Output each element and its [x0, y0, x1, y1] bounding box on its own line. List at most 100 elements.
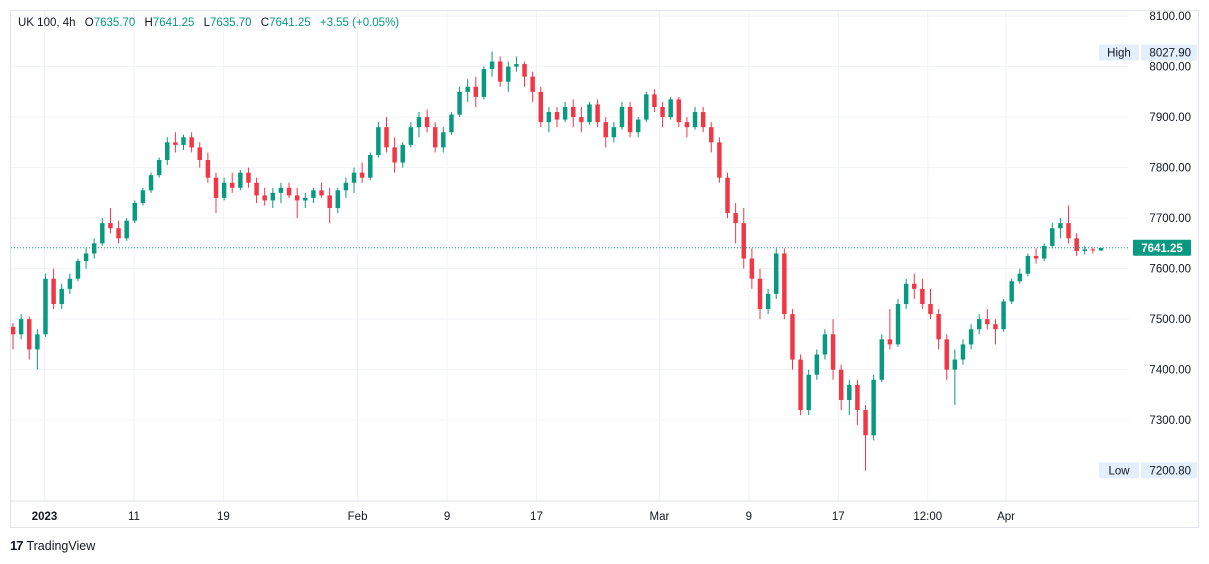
brand-name: TradingView: [26, 538, 96, 553]
candle-body: [871, 379, 876, 436]
candle-body: [408, 127, 414, 145]
candle-body: [684, 122, 690, 128]
candle-body: [441, 132, 446, 148]
time-tick-label: 9: [746, 511, 752, 523]
candle-body: [1033, 256, 1039, 259]
candle-body: [603, 122, 608, 138]
candle-body: [173, 142, 178, 145]
candle-body: [538, 91, 543, 123]
candle-body: [993, 324, 998, 330]
time-tick-label: Mar: [650, 511, 670, 523]
candle-body: [773, 253, 779, 294]
candle-body: [879, 339, 885, 380]
candle-body: [473, 86, 479, 97]
candle-body: [660, 106, 665, 118]
close-value: 7641.25: [269, 17, 311, 29]
candle-body: [343, 182, 349, 191]
candle-body: [627, 106, 633, 133]
candle-body: [481, 69, 487, 97]
candle-body: [806, 374, 811, 411]
candle-body: [579, 117, 584, 123]
candle-body: [952, 359, 958, 370]
close-label: C: [260, 17, 270, 29]
candle-body: [895, 303, 901, 345]
candle-body: [887, 339, 893, 345]
candle-body: [351, 172, 357, 183]
candle-body: [449, 114, 454, 133]
candle-body: [165, 142, 170, 161]
price-tick-label: 7800.00: [1149, 163, 1191, 175]
candle-body: [595, 104, 600, 123]
candle-body: [368, 154, 373, 178]
candle-body: [855, 384, 860, 411]
price-tick-label: 7700.00: [1149, 213, 1191, 225]
candle-body: [765, 293, 771, 310]
candle-body: [116, 228, 121, 239]
candle-body: [822, 334, 828, 355]
candle-body: [238, 172, 243, 188]
candle-body: [976, 319, 982, 330]
candle-body: [571, 106, 576, 118]
high-marker-label-bg: [1099, 44, 1139, 61]
candle-body: [270, 192, 276, 201]
candle-body: [944, 339, 949, 370]
candle-body: [1074, 238, 1079, 251]
candle-body: [757, 278, 763, 310]
candle-body: [262, 195, 267, 201]
time-tick-label: 17: [530, 511, 543, 523]
candle-body: [1001, 301, 1006, 330]
candle-body: [294, 195, 300, 201]
high-low-markers: 7641.25 High 8027.90 Low 7200.80: [1099, 44, 1197, 479]
price-tick-label: 7500.00: [1149, 314, 1191, 326]
candle-body: [100, 223, 105, 244]
candle-body: [611, 127, 617, 138]
candle-body: [327, 195, 332, 209]
candle-body: [254, 182, 259, 196]
candle-body: [790, 314, 795, 360]
candle-body: [83, 253, 89, 262]
candle-body: [43, 278, 48, 335]
time-axis: 2023 11 19 Feb 9 17 Mar 9 17 12:00 Apr: [32, 511, 1015, 523]
low-marker-value-bg: [1141, 462, 1197, 479]
candle-body: [968, 329, 974, 345]
candle-body: [35, 334, 40, 350]
candle-body: [1098, 247, 1104, 251]
candle-body: [635, 119, 641, 133]
candle-body: [1009, 281, 1014, 302]
candle-body: [847, 384, 852, 400]
high-marker-label: High: [1107, 47, 1131, 59]
symbol-name[interactable]: UK 100, 4h: [18, 17, 76, 29]
candle-body: [830, 334, 836, 370]
chart-frame: 8100.00 8000.00 7900.00 7800.00 7700.00 7600.…: [10, 10, 1199, 528]
candle-body: [311, 190, 316, 198]
candle-body: [920, 288, 925, 304]
low-marker-label: Low: [1108, 465, 1130, 477]
candle-body: [416, 117, 422, 128]
price-axis: 8100.00 8000.00 7900.00 7800.00 7700.00 7600.…: [1149, 11, 1191, 427]
candle-body: [1090, 249, 1096, 251]
candle-body: [587, 104, 592, 123]
candle-body: [59, 288, 64, 304]
chart-canvas[interactable]: 8100.00 8000.00 7900.00 7800.00 7700.00 7600.…: [11, 11, 1198, 527]
low-value: 7635.70: [209, 17, 252, 29]
candle-body: [229, 182, 235, 188]
price-tick-label: 8100.00: [1149, 11, 1191, 23]
high-value: 7641.25: [152, 17, 195, 29]
candle-body: [465, 86, 470, 92]
candle-body: [181, 137, 186, 145]
candle-body: [1082, 249, 1087, 251]
high-marker-value: 8027.90: [1149, 47, 1191, 59]
candle-body: [148, 175, 154, 191]
candle-body: [782, 253, 787, 315]
candle-body: [67, 278, 73, 289]
candle-body: [985, 319, 990, 325]
candle-body: [140, 190, 146, 203]
time-tick-label: 12:00: [913, 511, 942, 523]
time-tick-label: 9: [444, 511, 450, 523]
footer-brand[interactable]: 17 TradingView: [10, 538, 95, 553]
low-marker-value: 7200.80: [1149, 465, 1191, 477]
candle-body: [246, 172, 251, 183]
candle-body: [936, 314, 941, 340]
candle-series: [11, 51, 1104, 471]
tradingview-logo-icon: 17: [10, 538, 24, 553]
